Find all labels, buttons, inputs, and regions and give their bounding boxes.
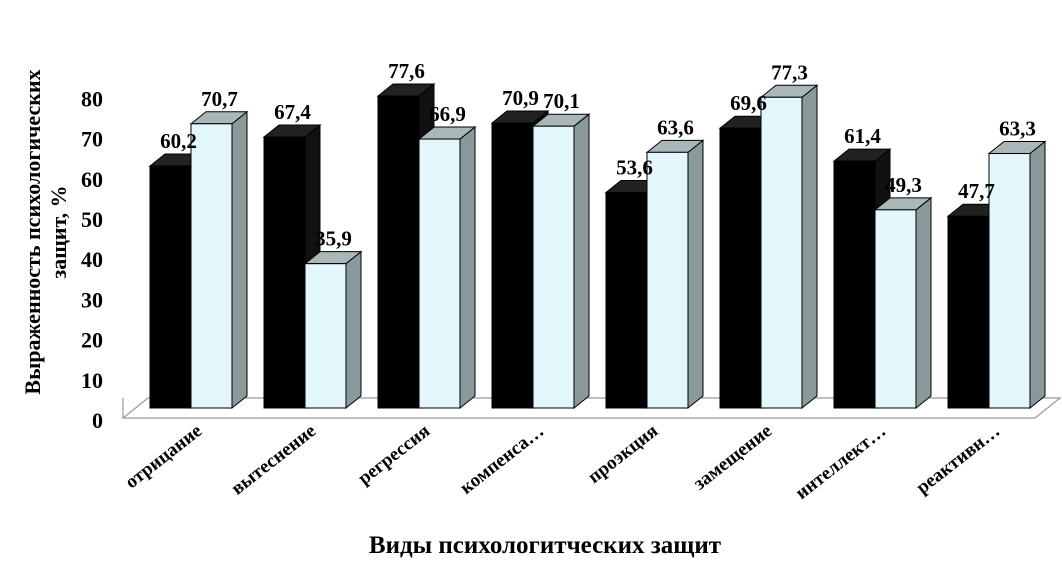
category-label: замещение	[690, 420, 776, 494]
data-label: 69,6	[730, 91, 767, 115]
data-label: 70,7	[201, 87, 238, 111]
y-tick-label: 0	[92, 408, 103, 433]
data-label: 53,6	[616, 156, 653, 180]
data-labels: 60,270,7 67,4 35,9 77,666,9 70,9 70,1 53,663,6…	[160, 59, 1036, 251]
bar-light-7	[987, 140, 1047, 410]
category-label: проэкция	[584, 420, 662, 487]
y-axis-title: Выраженность психологических защит, %	[20, 69, 71, 394]
y-tick-label: 60	[81, 167, 103, 192]
bar-light-5	[759, 84, 819, 410]
data-label: 35,9	[315, 227, 352, 251]
bar-light-6	[873, 196, 933, 410]
y-axis-title-line2: защит, %	[46, 185, 71, 278]
y-tick-label: 10	[81, 368, 103, 393]
bar-light-4	[645, 139, 705, 410]
y-tick-label: 70	[81, 127, 103, 152]
data-label: 70,1	[543, 89, 580, 113]
y-tick-label: 20	[81, 328, 103, 353]
chart-floor	[121, 397, 1062, 419]
category-label: вытеснение	[227, 420, 320, 499]
category-labels: отрицание вытеснение регрессия компенса… про…	[121, 420, 1004, 503]
category-label: регрессия	[354, 420, 434, 489]
bars	[148, 83, 1047, 410]
bar-light-2	[417, 126, 477, 410]
data-label: 77,6	[388, 59, 425, 83]
data-label: 77,3	[771, 60, 808, 84]
data-label: 47,7	[958, 179, 995, 203]
x-axis-title: Виды психологитческих защит	[369, 532, 721, 559]
category-label: компенса…	[456, 420, 548, 498]
y-tick-label: 80	[81, 86, 103, 111]
bar-light-3	[531, 113, 591, 410]
data-label: 63,6	[657, 115, 694, 139]
floor-plane	[121, 397, 1062, 419]
category-label: реактивн…	[912, 420, 1004, 498]
data-label: 49,3	[885, 173, 922, 197]
data-label: 60,2	[160, 129, 197, 153]
data-label: 70,9	[502, 86, 539, 110]
bar-light-0	[189, 110, 249, 410]
y-axis: 0 10 20 30 40 50 60 70 80	[81, 86, 103, 433]
y-tick-label: 30	[81, 287, 103, 312]
y-tick-label: 40	[81, 247, 103, 272]
data-label: 66,9	[429, 102, 466, 126]
data-label: 61,4	[844, 124, 881, 148]
category-label: отрицание	[121, 420, 206, 493]
y-tick-label: 50	[81, 207, 103, 232]
data-label: 67,4	[274, 100, 311, 124]
bar-light-1	[303, 250, 363, 410]
data-label: 63,3	[999, 117, 1036, 141]
category-label: интеллект…	[791, 420, 890, 503]
y-axis-title-line1: Выраженность психологических	[20, 69, 45, 394]
